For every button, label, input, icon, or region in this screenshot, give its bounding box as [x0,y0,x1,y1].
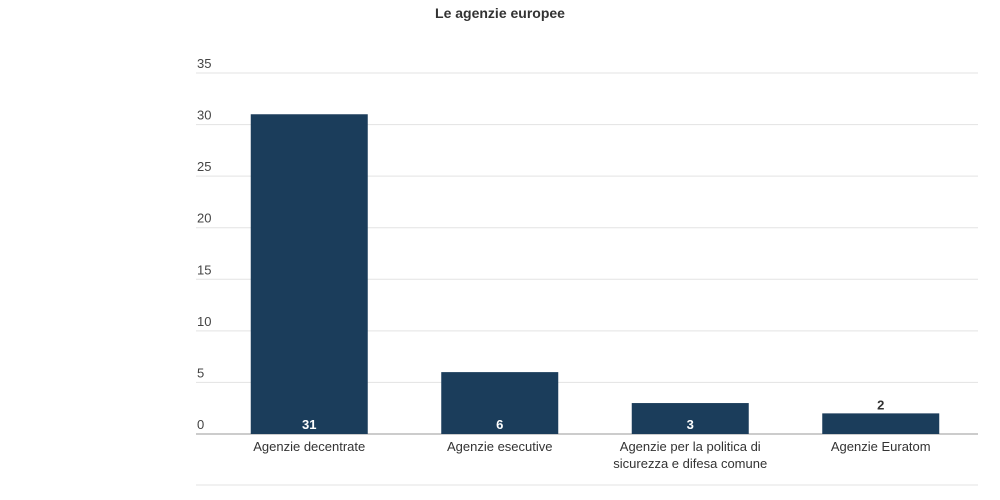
bar [822,413,940,434]
x-tick-label: Agenzie decentrate [253,439,365,454]
bar [631,403,749,434]
data-label: 2 [877,397,884,412]
y-tick-label: 5 [197,365,204,380]
y-tick-label: 25 [197,159,211,174]
data-label: 6 [496,417,503,432]
y-tick-label: 0 [197,417,204,432]
y-tick-label: 35 [197,56,211,71]
x-tick-label: Agenzie esecutive [447,439,553,454]
y-tick-label: 10 [197,314,211,329]
chart-title: Le agenzie europee [435,5,565,21]
y-tick-label: 15 [197,262,211,277]
y-tick-label: 30 [197,108,211,123]
bar [250,114,368,434]
x-tick-label: Agenzie per la politica di [620,439,761,454]
x-tick-label: Agenzie Euratom [831,439,931,454]
data-label: 31 [302,417,316,432]
data-label: 3 [687,417,694,432]
y-tick-label: 20 [197,211,211,226]
bar [441,372,559,434]
x-tick-label: sicurezza e difesa comune [613,456,767,471]
